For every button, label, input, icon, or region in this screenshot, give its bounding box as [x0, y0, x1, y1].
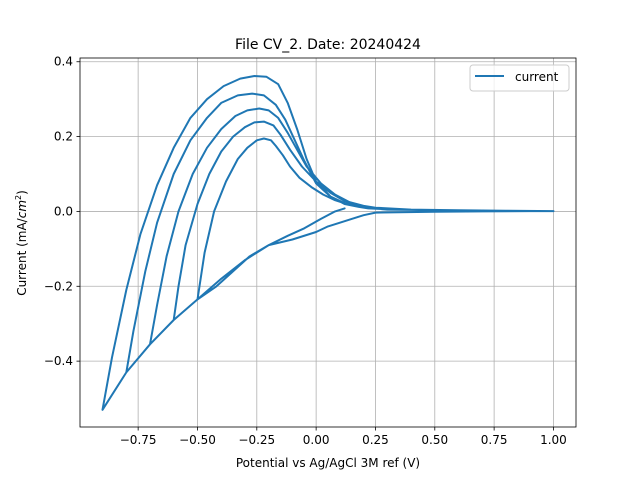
y-tick-label: 0.4 — [54, 55, 73, 69]
y-tick-label: 0.0 — [54, 204, 73, 218]
y-tick-label: −0.4 — [44, 354, 73, 368]
y-tick-label: −0.2 — [44, 279, 73, 293]
y-axis-label-exponent: 2 — [14, 195, 23, 200]
x-tick-label: 0.75 — [481, 433, 508, 447]
legend-label-current: current — [515, 70, 559, 84]
y-axis-label: Current (mA/cm2) — [14, 190, 29, 296]
y-axis-label-unit: cm — [15, 200, 29, 218]
y-axis-label-prefix: Current (mA/ — [15, 217, 29, 295]
axes-frame — [79, 57, 577, 428]
x-tick-label: 0.50 — [421, 433, 448, 447]
plot-data — [101, 75, 555, 411]
x-tick-label: −0.25 — [238, 433, 275, 447]
legend: current — [469, 64, 570, 92]
legend-box — [469, 64, 570, 92]
x-tick-label: 0.25 — [362, 433, 389, 447]
x-axis-label: Potential vs Ag/AgCl 3M ref (V) — [236, 456, 420, 470]
x-tick-label: −0.75 — [120, 433, 157, 447]
y-tick-label: 0.2 — [54, 130, 73, 144]
axis-ticks: −0.75 −0.50 −0.25 0.00 0.25 0.50 0.75 1.00 −0.4 −… — [44, 55, 567, 447]
x-tick-label: −0.50 — [179, 433, 216, 447]
series-line-current — [101, 75, 555, 411]
x-tick-label: 0.00 — [303, 433, 330, 447]
x-tick-label: 1.00 — [540, 433, 567, 447]
chart-title: File CV_2. Date: 20240424 — [235, 37, 421, 53]
y-axis-label-suffix: ) — [15, 190, 29, 195]
